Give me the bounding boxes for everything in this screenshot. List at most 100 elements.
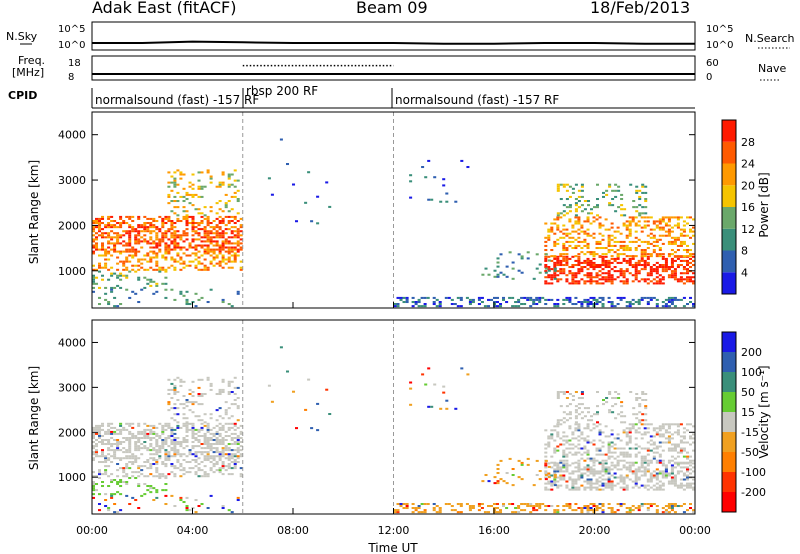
power-cell xyxy=(574,210,578,213)
power-cell xyxy=(628,301,632,304)
power-cell xyxy=(637,220,641,223)
velocity-cell xyxy=(152,432,156,435)
power-cell xyxy=(505,275,509,278)
velocity-cell xyxy=(104,499,108,502)
power-cell xyxy=(206,268,210,271)
velocity-cell xyxy=(236,405,240,408)
velocity-cell xyxy=(655,476,659,479)
power-cell xyxy=(592,257,596,260)
velocity-cell xyxy=(185,509,189,512)
power-colorbar-swatch xyxy=(722,207,736,229)
velocity-cell xyxy=(646,453,650,456)
power-cell xyxy=(544,303,548,306)
power-cell xyxy=(550,255,554,258)
velocity-cell xyxy=(508,503,512,506)
power-cell xyxy=(580,278,584,281)
power-cell xyxy=(613,230,617,233)
velocity-cell xyxy=(445,399,449,402)
velocity-cell xyxy=(682,447,686,450)
velocity-cell xyxy=(487,505,491,508)
velocity-cell xyxy=(170,441,174,444)
power-cell xyxy=(565,183,569,186)
velocity-cell xyxy=(670,503,674,506)
power-cell xyxy=(119,250,123,253)
power-cell xyxy=(113,246,117,249)
power-cell xyxy=(113,305,117,308)
power-cell xyxy=(646,247,650,250)
velocity-cell xyxy=(221,428,225,431)
power-cell xyxy=(574,244,578,247)
velocity-cell xyxy=(185,461,189,464)
velocity-cell xyxy=(661,441,665,444)
velocity-cell xyxy=(544,509,548,512)
power-cell xyxy=(122,220,126,223)
power-cell xyxy=(444,296,448,299)
velocity-cell xyxy=(221,426,225,429)
velocity-cell xyxy=(625,433,629,436)
velocity-cell xyxy=(116,428,120,431)
power-cell xyxy=(676,264,680,267)
velocity-cell xyxy=(670,507,674,510)
power-cell xyxy=(613,236,617,239)
velocity-cell xyxy=(649,474,653,477)
velocity-cell xyxy=(149,449,153,452)
power-cell xyxy=(465,296,469,299)
velocity-cell xyxy=(692,511,696,514)
velocity-cell xyxy=(638,419,642,422)
velocity-cell xyxy=(611,411,615,414)
velocity-cell xyxy=(230,380,234,383)
velocity-cell xyxy=(616,461,620,464)
velocity-cell xyxy=(116,469,120,472)
velocity-cell xyxy=(553,484,557,487)
velocity-cell xyxy=(125,437,129,440)
power-cell xyxy=(598,255,602,258)
power-cell xyxy=(502,296,506,299)
velocity-cell xyxy=(146,475,150,478)
velocity-cell xyxy=(613,466,617,469)
power-cell xyxy=(616,261,620,264)
velocity-cell xyxy=(92,435,96,438)
velocity-cell xyxy=(143,483,147,486)
velocity-cell xyxy=(152,499,156,502)
power-cell xyxy=(140,262,144,265)
velocity-cell xyxy=(553,482,557,485)
power-cell xyxy=(682,242,686,245)
power-cell xyxy=(623,214,627,217)
power-colorbar-tick: 20 xyxy=(741,179,755,192)
power-cell xyxy=(589,303,593,306)
velocity-cell xyxy=(646,449,650,452)
power-cell xyxy=(182,187,186,190)
velocity-cell xyxy=(692,459,696,462)
power-cell xyxy=(206,234,210,237)
power-cell xyxy=(550,278,554,281)
power-cell xyxy=(206,266,210,269)
power-cell xyxy=(664,298,668,301)
power-cell xyxy=(176,242,180,245)
velocity-cell xyxy=(402,503,406,506)
velocity-cell xyxy=(565,462,569,465)
velocity-cell xyxy=(158,473,162,476)
power-cell xyxy=(589,280,593,283)
velocity-cell xyxy=(643,455,647,458)
velocity-cell xyxy=(104,469,108,472)
velocity-cell xyxy=(641,391,645,394)
power-cell xyxy=(544,264,548,267)
velocity-cell xyxy=(556,393,560,396)
power-cell xyxy=(553,272,557,275)
velocity-cell xyxy=(577,407,581,410)
power-cell xyxy=(568,210,572,213)
power-cell xyxy=(661,266,665,269)
power-cell xyxy=(607,280,611,283)
power-cell xyxy=(218,232,222,235)
velocity-cell xyxy=(692,462,696,465)
velocity-cell xyxy=(505,507,509,510)
power-cell xyxy=(607,296,611,299)
power-cell xyxy=(670,242,674,245)
power-cell xyxy=(279,138,283,141)
power-cell xyxy=(95,236,99,239)
power-cell xyxy=(601,238,605,241)
velocity-cell xyxy=(98,435,102,438)
velocity-cell xyxy=(622,466,626,469)
velocity-cell xyxy=(188,428,192,431)
power-cell xyxy=(209,181,213,184)
